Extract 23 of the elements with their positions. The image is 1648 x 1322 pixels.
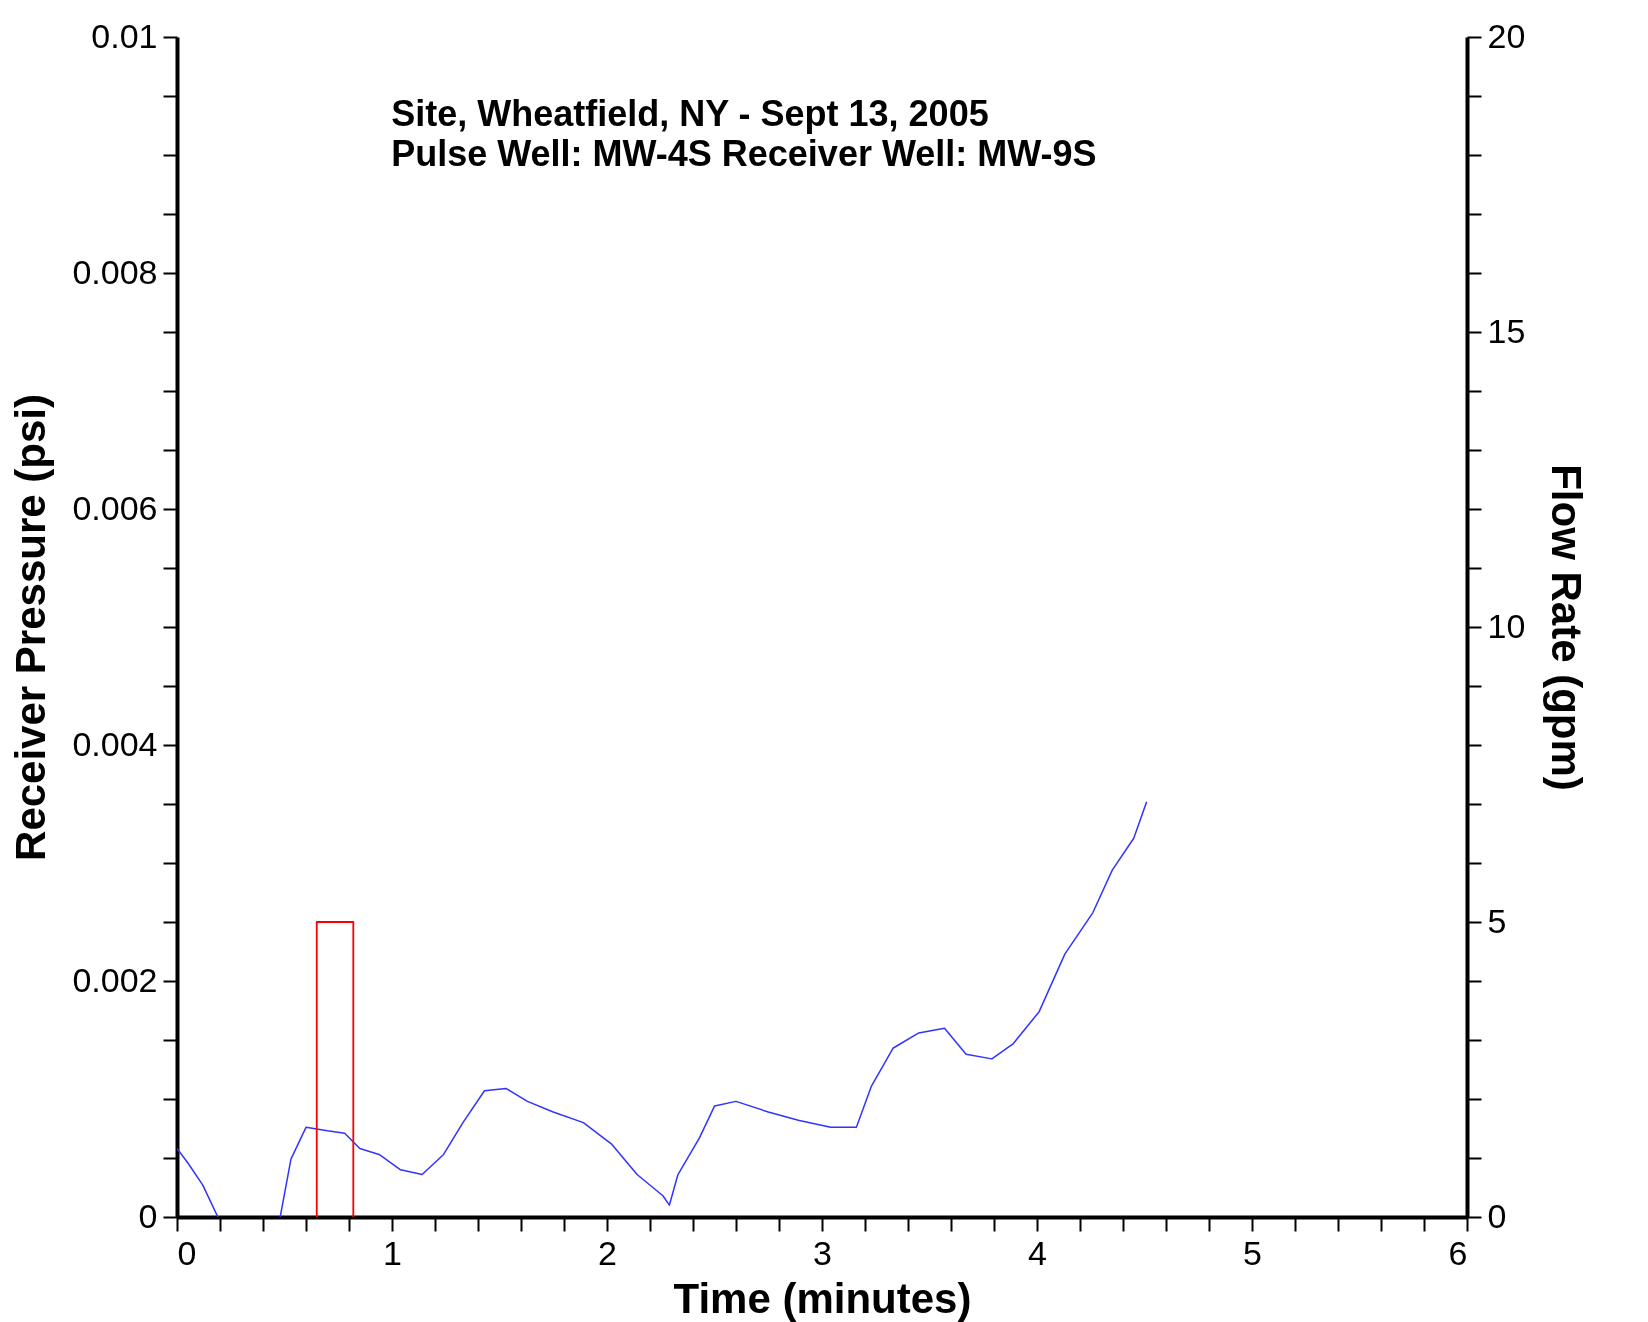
y-tick-label: 0.004 <box>72 724 158 763</box>
y-tick-label: 0.01 <box>91 16 158 55</box>
x-tick-label: 0 <box>177 1233 197 1272</box>
text: Pulse Well: MW-4S Receiver Well: MW-9S <box>391 133 1097 174</box>
y-tick-label: 0.002 <box>72 960 158 999</box>
text: Site, Wheatfield, NY - Sept 13, 2005 <box>391 93 989 134</box>
x-axis-title: Time (minutes) <box>673 1274 972 1322</box>
y-tick-label: 0.006 <box>72 488 158 527</box>
x-tick-label: 6 <box>1448 1233 1468 1272</box>
y2-tick-label: 10 <box>1487 606 1526 645</box>
y2-tick-label: 20 <box>1487 16 1526 55</box>
x-tick-label: 4 <box>1028 1233 1047 1272</box>
y-tick-label: 0 <box>138 1196 158 1235</box>
y2-tick-label: 15 <box>1487 311 1526 350</box>
x-tick-label: 1 <box>383 1233 402 1272</box>
y2-tick-label: 0 <box>1487 1196 1507 1235</box>
y2-tick-label: 5 <box>1487 901 1507 940</box>
y2-axis-title: Flow Rate (gpm) <box>1543 464 1591 791</box>
y-tick-label: 0.008 <box>72 252 158 291</box>
x-tick-label: 2 <box>598 1233 617 1272</box>
x-tick-label: 5 <box>1243 1233 1262 1272</box>
y-axis-title: Receiver Pressure (psi) <box>7 394 55 861</box>
x-tick-label: 3 <box>813 1233 832 1272</box>
